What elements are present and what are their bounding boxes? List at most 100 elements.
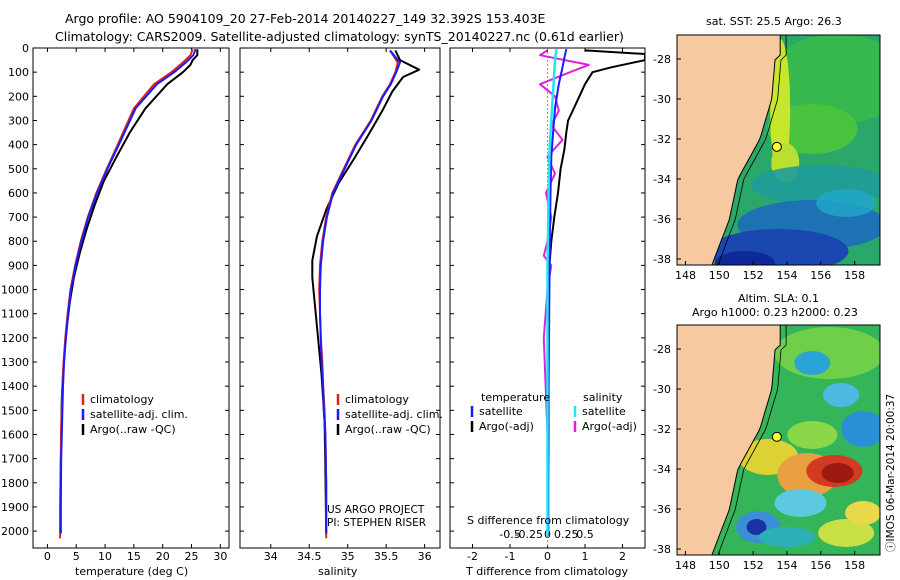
- ytick-label: 1100: [1, 308, 29, 321]
- sst-map-panel: sat. SST: 25.5 Argo: 26.3 148 150 152 154 15…: [653, 15, 881, 282]
- xtick-label: 2: [619, 550, 626, 563]
- difference-legend: temperature salinitysatelliteArgo(-adj)sa…: [470, 391, 637, 433]
- lat-tick-label: -30: [653, 93, 671, 106]
- temperature-legend: climatology satellite-adj. clim. Argo(..ra…: [81, 393, 188, 436]
- field-patch: [714, 251, 775, 265]
- ytick-label: 1500: [1, 404, 29, 417]
- series-line-s-satellite: [546, 49, 558, 536]
- ytick-label: 400: [8, 139, 29, 152]
- field-patch: [746, 519, 767, 535]
- lon-tick-label: 152: [743, 559, 764, 572]
- lon-tick-label: 150: [709, 559, 730, 572]
- sla-map-panel: Altim. SLA: 0.1 Argo h1000: 0.23 h2000: …: [653, 292, 881, 572]
- temperature-panel: 0100200300400500600700800900100011001200…: [1, 42, 230, 578]
- field-patch: [821, 463, 854, 483]
- legend-label: Argo(-adj): [582, 420, 637, 433]
- lat-tick-label: -38: [653, 253, 671, 266]
- field-patch: [845, 501, 880, 525]
- argo-float-marker: [771, 431, 782, 442]
- shelf-contour: [717, 325, 787, 555]
- lon-tick-label: 148: [675, 269, 696, 282]
- lon-tick-label: 150: [709, 269, 730, 282]
- s-xtick-label: 0.25: [554, 528, 579, 541]
- xtick-label: 34.5: [297, 550, 322, 563]
- xtick-label: 36: [418, 550, 432, 563]
- field-patch: [841, 411, 880, 447]
- sla-map-frame: [676, 324, 881, 556]
- legend-title-salinity: salinity: [583, 391, 623, 404]
- series-line-argo-raw-qc-: [311, 49, 421, 534]
- series-line-satellite-adj-clim-: [59, 48, 197, 534]
- xtick-label: 0: [44, 550, 51, 563]
- xtick-label: 1: [582, 550, 589, 563]
- temperature-frame: [32, 47, 230, 549]
- difference-xlabel: T difference from climatology: [465, 565, 628, 578]
- lat-tick-label: -28: [653, 343, 671, 356]
- s-xtick-label: -0.25: [515, 528, 543, 541]
- legend-label: satellite: [582, 405, 626, 418]
- shelf-contour: [717, 35, 787, 265]
- ytick-label: 200: [8, 90, 29, 103]
- field-patch: [767, 35, 880, 124]
- lon-tick-label: 156: [810, 559, 831, 572]
- legend-label: Argo(..raw -QC): [90, 423, 176, 436]
- ytick-label: 2000: [1, 525, 29, 538]
- title-line1: Argo profile: AO 5904109_20 27-Feb-2014 …: [65, 11, 546, 26]
- land-mass: [677, 35, 781, 265]
- lat-tick-label: -36: [653, 213, 671, 226]
- ytick-label: 300: [8, 114, 29, 127]
- legend-title-temperature: temperature: [481, 391, 550, 404]
- sst-map-frame: [676, 34, 881, 266]
- ytick-label: 1400: [1, 380, 29, 393]
- field-patch: [823, 383, 860, 407]
- field-patch: [818, 519, 875, 547]
- field-patch: [708, 229, 849, 265]
- xtick-label: 20: [156, 550, 170, 563]
- ytick-label: 900: [8, 259, 29, 272]
- ytick-label: 1600: [1, 428, 29, 441]
- legend-label: satellite: [479, 405, 523, 418]
- field-patch: [794, 351, 831, 375]
- ytick-label: 1300: [1, 356, 29, 369]
- s-xtick-label: -0.5: [499, 528, 520, 541]
- legend-label: satellite-adj. clim.: [90, 408, 188, 421]
- lon-tick-label: 154: [776, 269, 797, 282]
- lon-tick-label: 156: [810, 269, 831, 282]
- sla-map-title-line2: Argo h1000: 0.23 h2000: 0.23: [692, 306, 858, 319]
- xtick-label: 34: [264, 550, 278, 563]
- lat-tick-label: -32: [653, 133, 671, 146]
- sla-map-title-line1: Altim. SLA: 0.1: [738, 292, 819, 305]
- lat-tick-label: -34: [653, 463, 671, 476]
- sst-map-title: sat. SST: 25.5 Argo: 26.3: [706, 15, 842, 28]
- legend-label: Argo(-adj): [479, 420, 534, 433]
- lon-tick-label: 148: [675, 559, 696, 572]
- salinity-legend: climatology satellite-adj. clim. Argo(..ra…: [336, 393, 443, 436]
- lon-tick-label: 158: [844, 559, 865, 572]
- ytick-label: 600: [8, 187, 29, 200]
- field-patch: [774, 489, 827, 517]
- xtick-label: 35: [341, 550, 355, 563]
- lat-tick-label: -30: [653, 383, 671, 396]
- difference-panel: -2 -1 0 1 2-0.5-0.25 0 0.250.5 S difference fr…: [449, 47, 646, 578]
- ytick-label: 500: [8, 163, 29, 176]
- xtick-label: -2: [467, 550, 478, 563]
- xtick-label: 25: [185, 550, 199, 563]
- lat-tick-label: -36: [653, 503, 671, 516]
- salinity-panel: 34 34.5 35 35.5 36 salinity climatology satel…: [239, 47, 443, 578]
- ytick-label: 1700: [1, 453, 29, 466]
- argo-float-marker: [771, 141, 782, 152]
- series-line-climatology: [59, 48, 194, 539]
- legend-label: climatology: [90, 393, 154, 406]
- xtick-label: 0: [544, 550, 551, 563]
- ytick-label: 1800: [1, 477, 29, 490]
- legend-label: satellite-adj. clim.: [345, 408, 443, 421]
- difference-frame: [449, 47, 646, 549]
- ytick-label: 700: [8, 211, 29, 224]
- xtick-label: 10: [98, 550, 112, 563]
- ytick-label: 0: [22, 42, 29, 55]
- xtick-label: -1: [505, 550, 516, 563]
- s-xtick-label: 0.5: [576, 528, 594, 541]
- field-patch: [787, 421, 838, 449]
- lon-tick-label: 152: [743, 269, 764, 282]
